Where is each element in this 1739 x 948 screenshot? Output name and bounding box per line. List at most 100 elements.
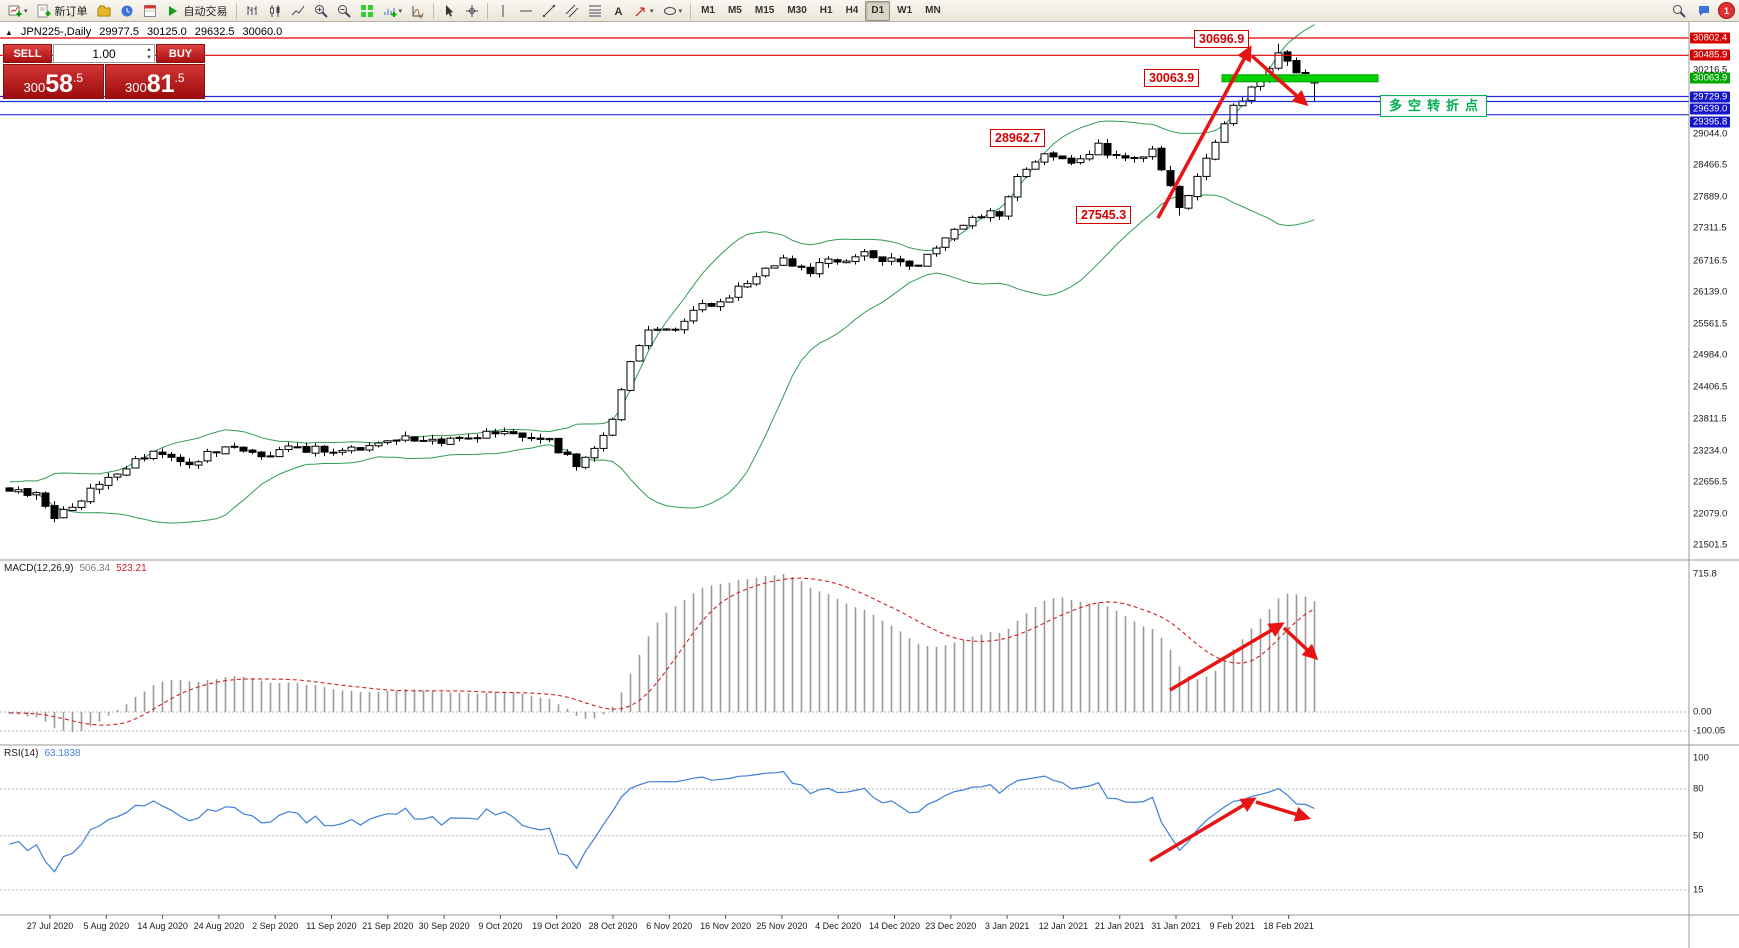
- profiles-button[interactable]: [93, 1, 115, 21]
- timeframe-m1-button[interactable]: M1: [701, 5, 715, 16]
- price-callout-30696.9[interactable]: 30696.9: [1194, 30, 1250, 48]
- zoom-in-button[interactable]: [310, 1, 332, 21]
- indicators-button[interactable]: ▾: [379, 1, 407, 21]
- shapes-button[interactable]: ▾: [659, 1, 687, 21]
- chat-button[interactable]: [1693, 1, 1715, 21]
- new-order-button[interactable]: 新订单: [33, 1, 92, 21]
- text-button[interactable]: A: [607, 1, 629, 21]
- trendline-button[interactable]: [538, 1, 560, 21]
- high-value: 30125.0: [147, 26, 187, 38]
- ellipse-shape-icon: [663, 6, 676, 15]
- time-axis-label: 30 Sep 2020: [418, 921, 470, 931]
- timeframe-h1-button[interactable]: H1: [819, 5, 833, 16]
- chevron-down-icon: ▾: [24, 7, 28, 15]
- line-chart-icon: [291, 5, 304, 15]
- sell-price[interactable]: 300 58.5: [3, 64, 104, 99]
- trendline-icon: [542, 4, 556, 17]
- time-axis-label: 23 Dec 2020: [925, 921, 977, 931]
- chart-info-line: ▲ JPN225-,Daily 29977.5 30125.0 29632.5 …: [5, 26, 282, 38]
- line-chart-button[interactable]: [287, 1, 309, 21]
- new-chart-button[interactable]: ▾: [4, 1, 32, 21]
- time-axis-label: 2 Sep 2020: [252, 921, 299, 931]
- timeframe-m5-button[interactable]: M5: [727, 5, 742, 16]
- vertical-line-icon: [502, 4, 504, 17]
- price-axis-label: 27311.5: [1693, 222, 1727, 234]
- timeframe-d1-button[interactable]: D1: [865, 0, 891, 21]
- autotrade-play-icon: [168, 5, 177, 16]
- price-callout-27545.3[interactable]: 27545.3: [1076, 206, 1132, 224]
- cycles-icon: [412, 5, 424, 18]
- chart-canvas[interactable]: [0, 22, 1739, 948]
- timeframe-m15-button[interactable]: M15: [754, 5, 775, 16]
- price-axis-label: 30216.5: [1693, 64, 1728, 76]
- price-axis-badge: 29395.8: [1690, 116, 1731, 127]
- crosshair-icon: [466, 4, 479, 17]
- price-callout-30063.9[interactable]: 30063.9: [1144, 69, 1200, 87]
- rsi-axis-label: 80: [1693, 783, 1704, 795]
- zoom-out-icon: [337, 4, 351, 18]
- horizontal-line-icon: [520, 10, 533, 11]
- cycles-button[interactable]: [407, 1, 429, 21]
- cursor-button[interactable]: [438, 1, 460, 21]
- notification-badge[interactable]: 1: [1718, 2, 1735, 19]
- macd-axis-label: 715.8: [1693, 568, 1717, 580]
- time-axis-label: 16 Nov 2020: [700, 921, 752, 931]
- price-axis-label: 22079.0: [1693, 508, 1728, 520]
- fibonacci-button[interactable]: [584, 1, 606, 21]
- folder-icon: [97, 5, 111, 16]
- price-axis-label: 25561.5: [1693, 318, 1728, 330]
- time-axis-label: 27 Jul 2020: [26, 921, 74, 931]
- price-axis-label: 23234.0: [1693, 445, 1728, 457]
- price-axis-badge: 30063.9: [1690, 72, 1731, 84]
- bar-chart-button[interactable]: [241, 1, 263, 21]
- rsi-value: 63.1838: [44, 748, 81, 759]
- zoom-out-button[interactable]: [333, 1, 355, 21]
- market-watch-button[interactable]: [116, 1, 138, 21]
- toolbar-separator: [235, 2, 237, 19]
- buy-button[interactable]: BUY: [156, 44, 205, 63]
- text-icon: A: [615, 6, 623, 18]
- macd-axis-label: -100.05: [1693, 725, 1726, 737]
- time-axis-label: 9 Oct 2020: [478, 921, 523, 931]
- open-value: 29977.5: [99, 26, 139, 38]
- sell-button[interactable]: SELL: [3, 44, 52, 63]
- autotrade-button[interactable]: 自动交易: [162, 1, 232, 21]
- price-axis-label: 24406.5: [1693, 381, 1728, 393]
- arrows-button[interactable]: ▾: [630, 1, 658, 21]
- price-axis-label: 23811.5: [1693, 413, 1727, 425]
- timeframe-h4-button[interactable]: H4: [845, 5, 859, 16]
- search-button[interactable]: [1668, 1, 1690, 21]
- crosshair-button[interactable]: [461, 1, 483, 21]
- buy-price[interactable]: 300 81.5: [104, 64, 205, 99]
- timeframe-m30-button[interactable]: M30: [787, 5, 807, 16]
- time-axis-label: 3 Jan 2021: [984, 921, 1030, 931]
- volume-box: ▲▼: [53, 44, 155, 63]
- volume-stepper[interactable]: ▲ ▼: [146, 46, 152, 62]
- time-axis-label: 14 Dec 2020: [868, 921, 921, 931]
- chevron-down-icon: ▾: [398, 7, 403, 15]
- rsi-axis-label: 15: [1693, 884, 1704, 896]
- volume-input[interactable]: [73, 45, 135, 62]
- time-axis-label: 19 Oct 2020: [532, 921, 582, 931]
- turning-point-note[interactable]: 多空转折点: [1380, 95, 1488, 117]
- horizontal-line-button[interactable]: [515, 1, 537, 21]
- price-callout-28962.7[interactable]: 28962.7: [990, 129, 1046, 147]
- tile-windows-button[interactable]: [356, 1, 378, 21]
- candle-chart-button[interactable]: [264, 1, 286, 21]
- price-axis-label: 22656.5: [1693, 476, 1728, 488]
- price-axis-label: 24984.0: [1693, 349, 1728, 361]
- time-axis-label: 28 Oct 2020: [588, 921, 638, 931]
- rsi-label: RSI(14) 63.1838: [4, 748, 81, 759]
- time-axis-label: 14 Aug 2020: [137, 921, 188, 931]
- macd-signal-value: 523.21: [116, 563, 147, 574]
- data-window-button[interactable]: [139, 1, 161, 21]
- timeframe-w1-button[interactable]: W1: [897, 5, 913, 16]
- svg-text:A: A: [615, 6, 623, 18]
- chevron-down-icon: ▾: [650, 7, 654, 15]
- timeframe-mn-button[interactable]: MN: [925, 5, 941, 16]
- time-axis-label: 5 Aug 2020: [83, 921, 130, 931]
- price-axis-label: 26139.0: [1693, 286, 1728, 298]
- macd-axis-label: 0.00: [1693, 706, 1712, 718]
- vertical-line-button[interactable]: [492, 1, 514, 21]
